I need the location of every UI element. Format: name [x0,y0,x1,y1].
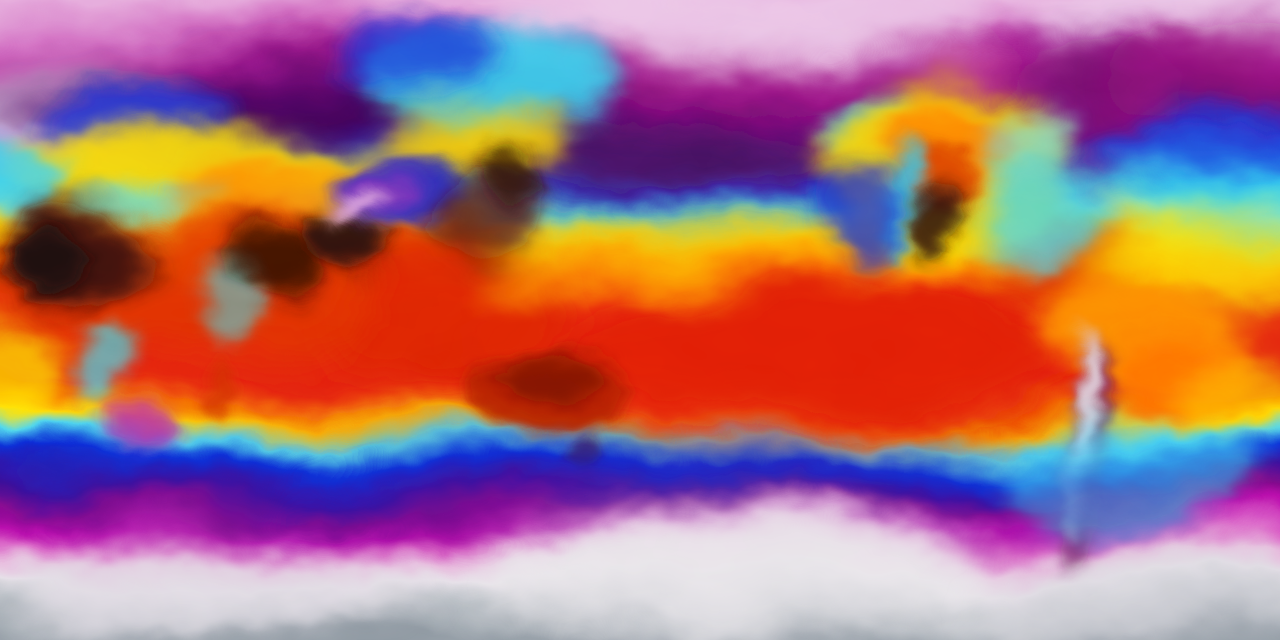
global-temperature-map [0,0,1280,640]
screenshot-root [0,0,1280,640]
swirl-texture-overlay [0,0,1280,640]
